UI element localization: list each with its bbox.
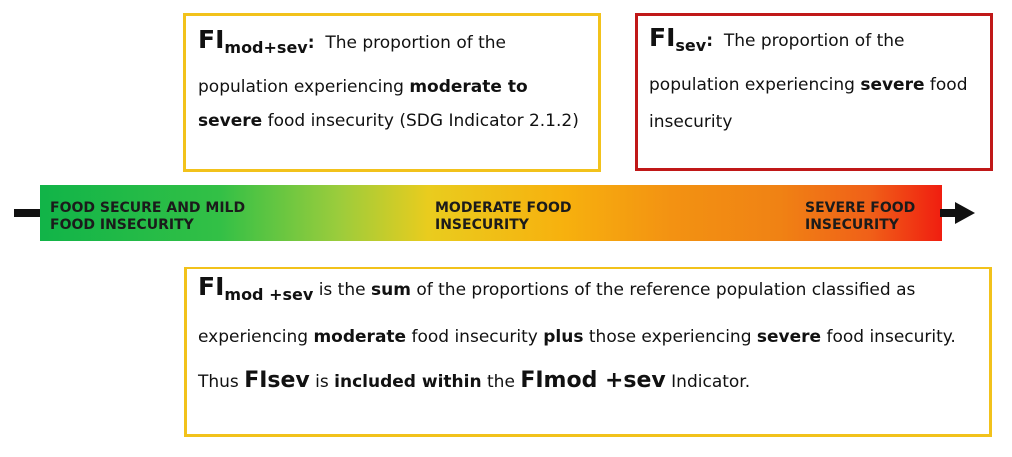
- definition-line-2: population experiencing severe food: [649, 75, 990, 95]
- emphasis-text: plus: [543, 327, 584, 347]
- explanation-text: food insecurity: [406, 327, 544, 347]
- explanation-text: of the proportions of the reference popu…: [410, 280, 916, 300]
- scale-label-severe: SEVERE FOOD INSECURITY: [805, 200, 915, 234]
- emphasis-text: FImod +sev: [520, 368, 666, 393]
- emphasis-text: severe: [860, 75, 925, 95]
- explanation-text: the: [481, 372, 521, 392]
- label-line: INSECURITY: [435, 217, 529, 233]
- emphasis-text: moderate: [313, 327, 407, 347]
- explanation-text: Thus: [198, 372, 245, 392]
- emphasis-text: severe: [198, 111, 263, 131]
- label-line: FOOD SECURE AND MILD: [50, 200, 246, 216]
- explanation-text: those experiencing: [583, 327, 757, 347]
- label-line: FOOD INSECURITY: [50, 217, 194, 233]
- label-line: SEVERE FOOD: [805, 200, 916, 216]
- label-line: MODERATE FOOD: [435, 200, 572, 216]
- emphasis-text: included within: [334, 372, 482, 392]
- fi-label: FI: [198, 25, 225, 54]
- fi-subscript: sev: [675, 36, 707, 55]
- definition-line-2: population experiencing moderate to: [198, 77, 598, 97]
- definition-line-3: insecurity: [649, 112, 990, 132]
- definition-text: population experiencing: [649, 75, 861, 95]
- explanation-text: is the: [313, 280, 371, 300]
- fi-sev-heading-line: FIsev: The proportion of the: [649, 25, 990, 55]
- arrow-right-icon: [955, 202, 975, 224]
- emphasis-text: sum: [371, 280, 411, 300]
- scale-label-moderate: MODERATE FOOD INSECURITY: [435, 200, 572, 234]
- explanation-line-1: FImod +sev is the sum of the proportions…: [198, 274, 989, 304]
- arrow-shaft: [940, 209, 956, 217]
- definition-text: The proportion of the: [723, 31, 905, 51]
- definition-text: population experiencing: [198, 77, 410, 97]
- fi-label: FI: [649, 23, 676, 52]
- explanation-line-3: Thus FIsev is included within the FImod …: [198, 368, 989, 393]
- fi-label: FI: [198, 272, 225, 301]
- label-line: INSECURITY: [805, 217, 899, 233]
- definition-text: food: [924, 75, 968, 95]
- emphasis-text: moderate to: [409, 77, 528, 97]
- explanation-line-2: experiencing moderate food insecurity pl…: [198, 327, 989, 347]
- scale-label-food-secure: FOOD SECURE AND MILD FOOD INSECURITY: [50, 200, 245, 234]
- definition-text: food insecurity (SDG Indicator 2.1.2): [262, 111, 579, 131]
- colon: :: [706, 31, 714, 51]
- fi-sum-explanation-box: FImod +sev is the sum of the proportions…: [184, 267, 992, 437]
- fi-subscript: mod+sev: [224, 38, 308, 57]
- emphasis-text: FIsev: [244, 368, 310, 393]
- definition-text: The proportion of the: [325, 33, 507, 53]
- explanation-text: experiencing: [198, 327, 314, 347]
- fi-modsev-heading-line: FImod+sev: The proportion of the: [198, 27, 598, 57]
- colon: :: [307, 33, 315, 53]
- explanation-text: Indicator.: [665, 372, 751, 392]
- definition-text: insecurity: [649, 112, 733, 132]
- explanation-text: food insecurity.: [821, 327, 956, 347]
- emphasis-text: severe: [756, 327, 822, 347]
- fi-modsev-definition-box: FImod+sev: The proportion of the populat…: [183, 13, 601, 172]
- definition-line-3: severe food insecurity (SDG Indicator 2.…: [198, 111, 598, 131]
- fi-sev-definition-box: FIsev: The proportion of the population …: [635, 13, 993, 171]
- explanation-text: is: [309, 372, 335, 392]
- arrow-tail: [14, 209, 42, 217]
- fi-subscript: mod +sev: [224, 285, 314, 304]
- food-insecurity-severity-scale: FOOD SECURE AND MILD FOOD INSECURITY MOD…: [40, 185, 942, 241]
